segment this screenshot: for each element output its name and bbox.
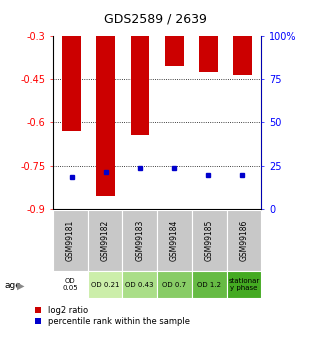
Text: GSM99183: GSM99183 <box>135 220 144 261</box>
Text: GDS2589 / 2639: GDS2589 / 2639 <box>104 12 207 25</box>
Text: OD 0.43: OD 0.43 <box>125 282 154 288</box>
Bar <box>62 36 81 131</box>
Text: GSM99186: GSM99186 <box>239 220 248 261</box>
Bar <box>157 210 192 271</box>
Bar <box>122 210 157 271</box>
Text: stationar
y phase: stationar y phase <box>228 278 259 291</box>
Bar <box>199 36 218 72</box>
Bar <box>165 36 183 66</box>
Legend: log2 ratio, percentile rank within the sample: log2 ratio, percentile rank within the s… <box>35 306 190 326</box>
Bar <box>88 210 122 271</box>
Text: GSM99181: GSM99181 <box>66 220 75 261</box>
Bar <box>131 36 149 135</box>
Text: ▶: ▶ <box>17 281 25 290</box>
Text: OD 0.7: OD 0.7 <box>162 282 187 288</box>
Text: GSM99185: GSM99185 <box>205 220 214 261</box>
Bar <box>88 271 122 298</box>
Bar <box>233 36 252 75</box>
Text: OD
0.05: OD 0.05 <box>63 278 78 291</box>
Bar <box>226 210 261 271</box>
Text: OD 0.21: OD 0.21 <box>91 282 119 288</box>
Bar <box>157 271 192 298</box>
Text: OD 1.2: OD 1.2 <box>197 282 221 288</box>
Bar <box>96 36 115 196</box>
Bar <box>192 210 226 271</box>
Bar <box>226 271 261 298</box>
Bar <box>122 271 157 298</box>
Text: GSM99182: GSM99182 <box>100 220 109 261</box>
Bar <box>53 210 88 271</box>
Text: GSM99184: GSM99184 <box>170 220 179 261</box>
Bar <box>53 271 88 298</box>
Text: age: age <box>5 281 21 290</box>
Bar <box>192 271 226 298</box>
